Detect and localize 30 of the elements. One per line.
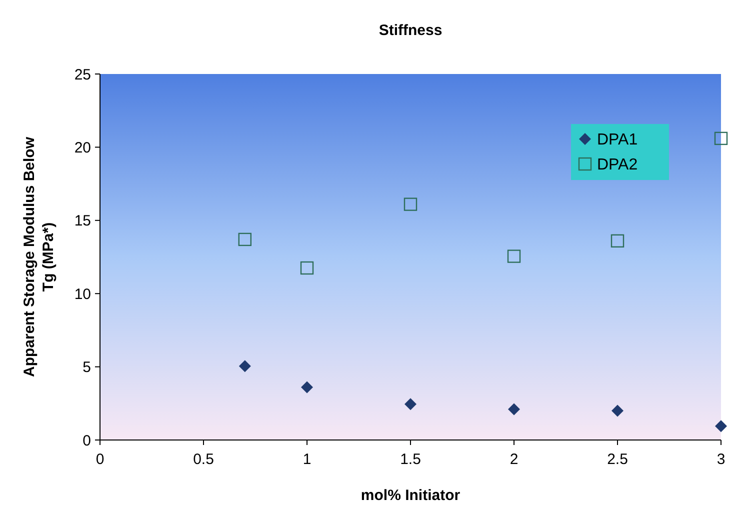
point (612, 404, 624, 417)
point (301, 381, 313, 394)
y-tick-label: 25 (74, 66, 91, 84)
chart-title: Stiffness (378, 22, 442, 39)
x-axis-title: mol% Initiator (360, 487, 460, 504)
point (715, 420, 727, 432)
y-tick-label: 10 (74, 286, 91, 303)
x-tick-label: 3 (716, 451, 726, 468)
y-tick-label: 20 (74, 139, 91, 156)
x-tick-label: 0 (96, 451, 104, 468)
point (300, 261, 314, 275)
x-tick-label: 1 (302, 451, 312, 468)
point (404, 398, 416, 410)
point (238, 232, 252, 246)
point (238, 360, 251, 372)
point (508, 403, 520, 416)
point (714, 132, 728, 146)
y-tick-label: 5 (82, 359, 91, 376)
legend-label: DPA1 (597, 132, 638, 149)
x-tick-label: 1.5 (400, 451, 421, 468)
point (610, 234, 624, 248)
x-tick-label: 2.5 (607, 451, 628, 468)
y-tick-label: 0 (82, 432, 91, 450)
legend-label: DPA2 (597, 156, 638, 174)
y-tick-label: 15 (74, 212, 91, 230)
y-axis-title: Apparent Storage Modulus Below Tg (MPa*) (21, 136, 57, 378)
x-tick-label: 0.5 (193, 451, 214, 468)
point (507, 250, 521, 263)
point (404, 198, 418, 211)
x-tick-label: 2 (510, 451, 518, 468)
